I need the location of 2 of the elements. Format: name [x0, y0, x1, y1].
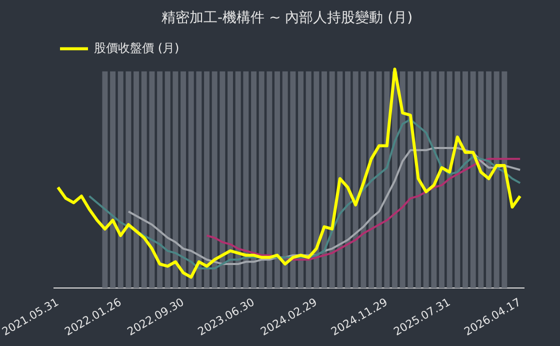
chart-title: 精密加工-機構件 ~ 內部人持股變動 (月): [161, 10, 413, 26]
legend-label: 股價收盤價 (月): [94, 40, 180, 55]
